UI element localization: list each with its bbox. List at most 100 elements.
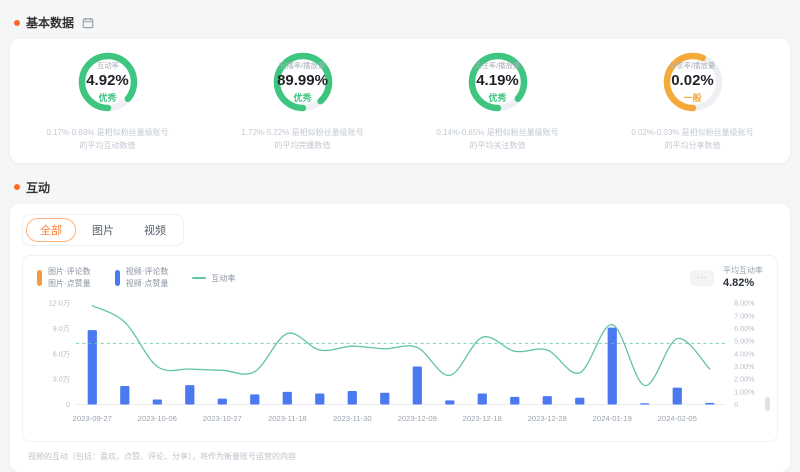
axis-tick-label: 6.0万 (53, 351, 70, 359)
chart-footnote: 视频的互动（包括：喜欢、点赞、评论、分享），将作为衡量账号运营的内容 (28, 452, 296, 462)
gauge-status-badge: 优秀 (98, 93, 117, 103)
bar[interactable] (477, 393, 487, 405)
bar[interactable] (315, 393, 325, 405)
bar[interactable] (347, 391, 357, 405)
chart-scrollbar[interactable] (765, 397, 770, 412)
gauge-value: 4.19% (476, 72, 519, 89)
axis-tick-label: 2024-02-05 (658, 414, 697, 423)
bar[interactable] (120, 386, 130, 405)
bar[interactable] (607, 327, 617, 405)
bar[interactable] (575, 398, 585, 405)
calendar-icon[interactable] (82, 17, 94, 29)
average-rate-label: 平均互动率 (723, 265, 763, 275)
gauge-status-badge: 优秀 (293, 93, 312, 103)
axis-tick-label: 2023-11-18 (268, 414, 307, 423)
section-basic-title: 基本数据 (26, 16, 75, 30)
legend-labels: 视频·评论数 视频·点赞量 (125, 267, 169, 289)
bar[interactable] (185, 385, 195, 405)
axis-tick-label: 6.00% (734, 325, 755, 333)
gauge-status-badge: 优秀 (488, 93, 507, 103)
gauge-donut: 分享率/播放量 0.02% 一般 (658, 47, 728, 117)
legend-swatch-blue (114, 270, 120, 287)
tab-all[interactable]: 全部 (26, 217, 76, 242)
interaction-chart[interactable]: 12.0万 9.0万 6.0万 3.0万 0 8.00% 7.00% 6.00% 5.00% 4.… (33, 295, 767, 437)
axis-tick-label: 2023-10-06 (138, 414, 177, 423)
gauge-value: 4.92% (86, 72, 129, 89)
gauge-interaction-rate: 互动率 4.92% 优秀 0.17%-0.69% 是相似粉丝量级账号 的平均互动数… (10, 47, 205, 153)
axis-tick-label: 5.00% (734, 338, 755, 346)
bar[interactable] (250, 394, 260, 405)
gauge-label: 互动率 (96, 61, 119, 70)
basic-data-card: 互动率 4.92% 优秀 0.17%-0.69% 是相似粉丝量级账号 的平均互动数… (10, 39, 790, 163)
gauge-value: 0.02% (671, 72, 714, 89)
axis-tick-label: 3.0万 (53, 376, 70, 384)
gauge-description: 0.17%-0.69% 是相似粉丝量级账号 的平均互动数值 (46, 128, 169, 150)
axis-tick-label: 9.0万 (53, 325, 70, 333)
gauge-label: 分享率/播放量 (669, 61, 716, 70)
axis-tick-label: 2023-11-30 (333, 414, 372, 423)
tab-image[interactable]: 图片 (92, 224, 114, 237)
legend-swatch-line (192, 277, 207, 280)
legend-image-series[interactable]: 图片·评论数 图片·点赞量 (37, 266, 91, 291)
axis-tick-label: 7.00% (734, 313, 755, 321)
interaction-card: 全部 图片 视频 图片·评论数 图片·点赞量 视频·评论数 视频·点赞量 (10, 203, 790, 472)
axis-tick-label: 2023-12-28 (528, 414, 567, 423)
gauge-description: 0.02%-0.03% 是相似粉丝量级账号 的平均分享数值 (631, 128, 754, 150)
bar[interactable] (282, 392, 292, 405)
gauge-label: 完播率/播放量 (279, 61, 326, 70)
gauge-donut: 互动率 4.92% 优秀 (73, 47, 143, 117)
average-rate-value: 4.82% (723, 277, 755, 290)
bar[interactable] (87, 330, 97, 405)
axis-tick-label: 2024-01-19 (593, 414, 632, 423)
tab-video[interactable]: 视频 (144, 224, 166, 237)
bar[interactable] (412, 366, 422, 405)
bar[interactable] (510, 397, 520, 405)
axis-tick-label: 2.00% (734, 376, 755, 384)
bar[interactable] (542, 396, 552, 405)
axis-tick-label: 1.00% (734, 389, 755, 397)
section-bullet-icon (14, 19, 20, 26)
bar[interactable] (380, 392, 390, 405)
axis-tick-label: 2023-09-27 (73, 414, 112, 423)
more-options-button[interactable]: ··· (690, 270, 714, 287)
axis-tick-label: 0 (734, 401, 738, 409)
bar[interactable] (672, 387, 682, 405)
legend-swatch-orange (37, 270, 42, 287)
gauge-follow-rate: 关注率/播放量 4.19% 优秀 0.14%-0.65% 是相似粉丝量级账号 的平… (400, 47, 595, 153)
rate-line (91, 305, 711, 387)
gauge-description: 0.14%-0.65% 是相似粉丝量级账号 的平均关注数值 (436, 128, 559, 150)
axis-tick-label: 2023-12-18 (463, 414, 502, 423)
section-interaction-header: 互动 (14, 179, 786, 196)
section-basic-header: 基本数据 (14, 14, 786, 31)
gauge-label: 关注率/播放量 (474, 61, 521, 70)
gauge-status-badge: 一般 (683, 93, 702, 103)
axis-tick-label: 2023-12-09 (398, 414, 437, 423)
axis-tick-label: 12.0万 (49, 300, 70, 308)
gauge-value: 89.99% (277, 72, 328, 89)
bar[interactable] (640, 403, 650, 405)
axis-tick-label: 2023-10-27 (203, 414, 242, 423)
axis-tick-label: 8.00% (734, 300, 755, 308)
average-rate-summary: 平均互动率 4.82% (723, 266, 763, 292)
bar[interactable] (152, 399, 162, 405)
bar[interactable] (217, 398, 227, 405)
gauge-completion-rate: 完播率/播放量 89.99% 优秀 1.72%-5.22% 是相似粉丝量级账号的… (205, 47, 400, 153)
legend-labels: 图片·评论数 图片·点赞量 (48, 267, 91, 289)
chart-type-tabs: 全部 图片 视频 (22, 213, 184, 246)
chart-panel: 图片·评论数 图片·点赞量 视频·评论数 视频·点赞量 互动率 ··· (22, 254, 778, 443)
bar[interactable] (445, 400, 455, 405)
chart-toolbar: 图片·评论数 图片·点赞量 视频·评论数 视频·点赞量 互动率 ··· (33, 264, 767, 292)
section-bullet-icon (14, 184, 20, 191)
gauge-donut: 关注率/播放量 4.19% 优秀 (463, 47, 533, 117)
axis-tick-label: 3.00% (734, 363, 755, 371)
axis-tick-label: 0 (66, 401, 70, 409)
axis-tick-label: 4.00% (734, 351, 755, 359)
section-interaction-title: 互动 (26, 180, 51, 195)
bar[interactable] (705, 403, 715, 405)
gauge-description: 1.72%-5.22% 是相似粉丝量级账号 的平均完播数值 (241, 128, 364, 150)
legend-rate-series[interactable]: 互动率 (192, 273, 235, 284)
gauge-share-rate: 分享率/播放量 0.02% 一般 0.02%-0.03% 是相似粉丝量级账号 的平… (595, 47, 790, 153)
gauge-donut: 完播率/播放量 89.99% 优秀 (268, 47, 338, 117)
legend-video-series[interactable]: 视频·评论数 视频·点赞量 (114, 266, 169, 291)
